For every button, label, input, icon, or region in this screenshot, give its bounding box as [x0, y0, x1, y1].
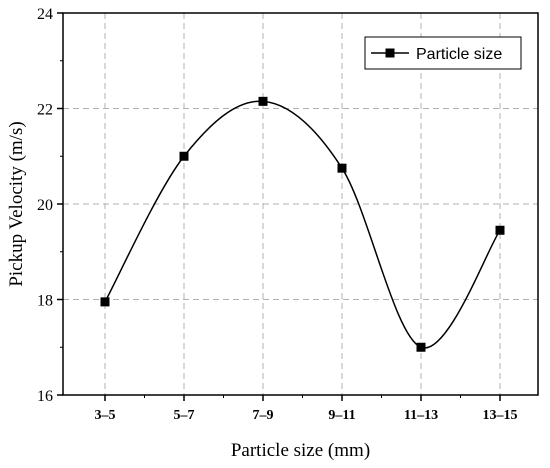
x-tick-label: 13–15 [483, 408, 518, 423]
data-point-marker [416, 342, 426, 352]
y-tick-label: 22 [37, 102, 53, 119]
y-tick-label: 16 [37, 388, 53, 405]
x-tick-label: 11–13 [404, 408, 438, 423]
grid-lines [63, 13, 538, 395]
x-tick-label: 9–11 [328, 408, 355, 423]
y-axis-title: Pickup Velocity (m/s) [6, 121, 27, 286]
legend-marker [385, 48, 395, 58]
y-axis-ticks: 16 18 20 22 24 [37, 6, 63, 405]
legend: Particle size [364, 36, 522, 70]
y-tick-label: 20 [37, 197, 53, 214]
y-tick-label: 24 [37, 6, 53, 23]
x-axis-title: Particle size (mm) [231, 440, 370, 461]
x-axis-ticks: 3–5 5–7 7–9 9–11 11–13 13–15 [95, 395, 518, 423]
data-point-marker [337, 163, 347, 173]
data-point-marker [179, 151, 189, 161]
legend-label: Particle size [416, 46, 502, 63]
plot-area-frame [62, 12, 539, 396]
data-point-marker [495, 225, 505, 235]
x-tick-label: 5–7 [174, 408, 195, 423]
data-point-marker [258, 96, 268, 106]
series-markers [100, 96, 505, 352]
data-point-marker [100, 297, 110, 307]
y-tick-label: 18 [37, 293, 53, 310]
x-tick-label: 3–5 [95, 408, 116, 423]
series-line-particle-size [104, 100, 501, 349]
x-tick-label: 7–9 [253, 408, 274, 423]
